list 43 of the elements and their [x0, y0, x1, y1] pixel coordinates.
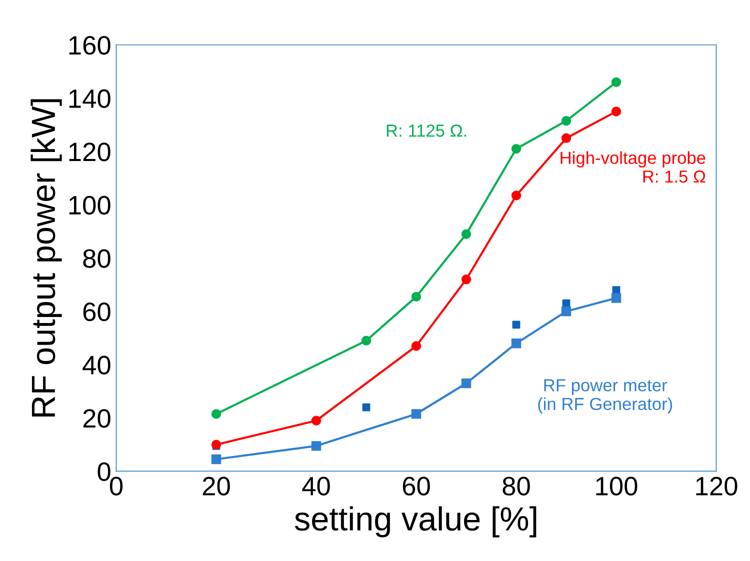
- point: [311, 416, 322, 426]
- point: [411, 409, 422, 419]
- x-tick-label: 40: [302, 476, 330, 496]
- point: [561, 306, 572, 316]
- point: [461, 229, 472, 239]
- point: [511, 190, 522, 200]
- point: [611, 106, 622, 116]
- point: [362, 403, 370, 412]
- x-tick-label: 80: [502, 476, 530, 496]
- x-tick-label: 60: [402, 476, 430, 496]
- point: [211, 454, 222, 464]
- point: [561, 116, 572, 126]
- point: [611, 293, 622, 303]
- point: [361, 336, 372, 346]
- y-tick-label: 160: [69, 36, 110, 55]
- y-tick-label: 100: [69, 196, 110, 215]
- point: [511, 338, 522, 348]
- point: [411, 341, 422, 351]
- y-tick-label: 20: [83, 409, 110, 428]
- y-axis-title: RF output power [kW]: [30, 99, 62, 416]
- point: [561, 133, 572, 144]
- text: R: 1125 Ω.: [386, 124, 466, 137]
- point: [512, 320, 520, 329]
- point: [511, 144, 522, 154]
- x-tick-label: 120: [696, 476, 738, 496]
- point: [311, 441, 322, 451]
- x-axis-title: setting value [%]: [294, 506, 536, 538]
- point: [411, 292, 422, 302]
- point: [461, 378, 472, 388]
- x-tick-label: 100: [596, 476, 638, 496]
- y-tick-label: 120: [69, 142, 110, 162]
- point: [211, 409, 222, 419]
- point: [611, 77, 622, 88]
- point: [461, 274, 472, 284]
- y-tick-label: 0: [98, 462, 110, 482]
- text: RF power meter (in RF Generator): [538, 379, 672, 414]
- y-tick-label: 40: [82, 356, 110, 374]
- y-tick-label: 80: [83, 249, 110, 268]
- series-label: High-voltage probe R: 1.5 Ω: [560, 151, 706, 183]
- x-tick-label: 0: [110, 476, 123, 496]
- x-tick-label: 20: [202, 476, 230, 496]
- y-tick-label: 140: [69, 89, 110, 108]
- y-tick-label: 60: [83, 302, 110, 322]
